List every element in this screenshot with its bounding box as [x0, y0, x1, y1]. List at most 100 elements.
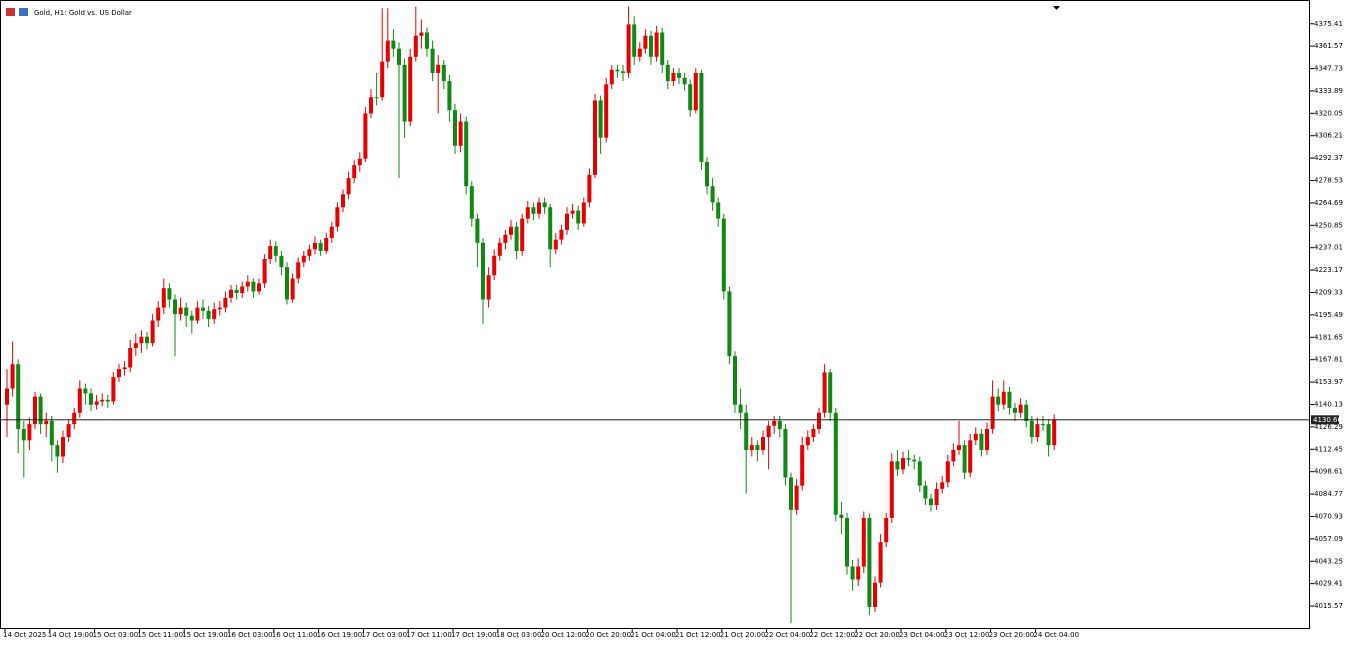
candle-body — [391, 40, 396, 49]
candle-body — [755, 445, 760, 450]
x-tick-label: 18 Oct 03:00 — [496, 631, 542, 639]
candle-body — [486, 275, 491, 300]
candle-body — [1046, 424, 1051, 446]
candle-body — [654, 32, 659, 57]
candle-body — [100, 399, 105, 402]
candle-body — [761, 437, 765, 450]
candle-body — [677, 72, 681, 78]
candle-body — [968, 440, 973, 473]
candle-body — [660, 32, 665, 65]
plot-frame — [0, 0, 1310, 629]
candle-body — [559, 229, 564, 240]
x-tick-label: 23 Oct 04:00 — [899, 631, 945, 639]
y-tick-label: 4057.09 — [1314, 535, 1343, 543]
candle-body — [789, 477, 793, 510]
y-tick-label: 4237.01 — [1314, 244, 1343, 252]
candle-body — [105, 399, 110, 402]
candle-body — [873, 582, 877, 607]
candle-body — [805, 437, 810, 446]
candle-body — [245, 281, 250, 287]
candle-body — [89, 393, 93, 405]
candle-body — [934, 488, 939, 506]
candle-body — [301, 255, 306, 263]
candle-body — [492, 255, 497, 276]
candle-body — [923, 485, 928, 499]
candle-body — [744, 412, 749, 450]
candle-body — [632, 24, 637, 57]
x-tick-label: 22 Oct 04:00 — [765, 631, 811, 639]
candle-body — [150, 320, 155, 344]
candle-body — [509, 226, 513, 235]
candle-body — [973, 433, 978, 441]
candle-body — [38, 396, 43, 425]
candle-body — [44, 420, 49, 425]
y-tick-label: 4140.13 — [1314, 400, 1343, 408]
candle-body — [1018, 404, 1023, 413]
candle-body — [901, 458, 905, 470]
candle-body — [290, 278, 295, 300]
candle-body — [990, 396, 995, 429]
y-tick-label: 4361.57 — [1314, 42, 1343, 50]
x-tick-label: 14 Oct 19:00 — [48, 631, 94, 639]
candle-body — [234, 289, 239, 294]
chart-title: Gold, H1: Gold vs. US Dollar — [34, 9, 132, 17]
candle-body — [598, 100, 603, 138]
symbol-icon — [6, 8, 15, 16]
candle-body — [957, 445, 961, 450]
candle-body — [884, 517, 889, 543]
candle-body — [206, 310, 211, 319]
candle-body — [576, 210, 581, 224]
candle-body — [380, 61, 385, 98]
candle-body — [889, 461, 894, 518]
candle-body — [637, 48, 642, 57]
candle-body — [800, 445, 805, 486]
candle-body — [307, 249, 312, 256]
x-tick-label: 24 Oct 04:00 — [1033, 631, 1079, 639]
candle-body — [117, 369, 121, 378]
y-tick-label: 4112.45 — [1314, 445, 1343, 453]
candle-body — [1007, 391, 1012, 408]
candle-body — [520, 218, 525, 251]
candle-body — [83, 388, 88, 394]
candle-body — [223, 297, 228, 308]
candle-body — [626, 24, 631, 73]
candle-body — [1013, 407, 1017, 413]
candle-body — [772, 420, 777, 426]
candle-body — [1024, 404, 1029, 421]
candle-body — [682, 77, 687, 85]
candle-body — [811, 428, 816, 438]
candle-body — [733, 356, 737, 405]
candle-body — [962, 445, 967, 473]
candle-body — [441, 64, 446, 82]
candle-body — [705, 161, 709, 187]
candle-body — [917, 461, 922, 486]
candle-body — [402, 64, 407, 122]
y-tick-label: 4153.97 — [1314, 378, 1343, 386]
x-tick-label: 16 Oct 11:00 — [272, 631, 318, 639]
candle-body — [716, 202, 721, 219]
candle-body — [318, 242, 323, 251]
candle-body — [262, 259, 267, 284]
candle-body — [27, 424, 32, 441]
candle-body — [178, 307, 183, 315]
x-tick-label: 20 Oct 20:00 — [585, 631, 631, 639]
y-tick-label: 4333.89 — [1314, 87, 1343, 95]
candle-body — [593, 100, 597, 175]
candle-body — [766, 425, 771, 438]
candle-body — [352, 165, 357, 179]
y-tick-label: 4306.21 — [1314, 132, 1343, 140]
candle-body — [419, 32, 424, 36]
candle-body — [833, 412, 838, 515]
candle-body — [357, 158, 362, 166]
y-tick-label: 4167.81 — [1314, 356, 1343, 364]
symbol-icon — [19, 8, 28, 16]
candle-body — [609, 69, 614, 85]
x-tick-label: 15 Oct 19:00 — [182, 631, 228, 639]
candle-body — [1052, 419, 1057, 446]
y-tick-label: 4209.33 — [1314, 289, 1343, 297]
candle-body — [346, 178, 351, 195]
y-tick-label: 4070.93 — [1314, 512, 1343, 520]
candle-body — [447, 81, 452, 111]
candle-body — [615, 69, 620, 72]
candle-body — [783, 428, 788, 478]
